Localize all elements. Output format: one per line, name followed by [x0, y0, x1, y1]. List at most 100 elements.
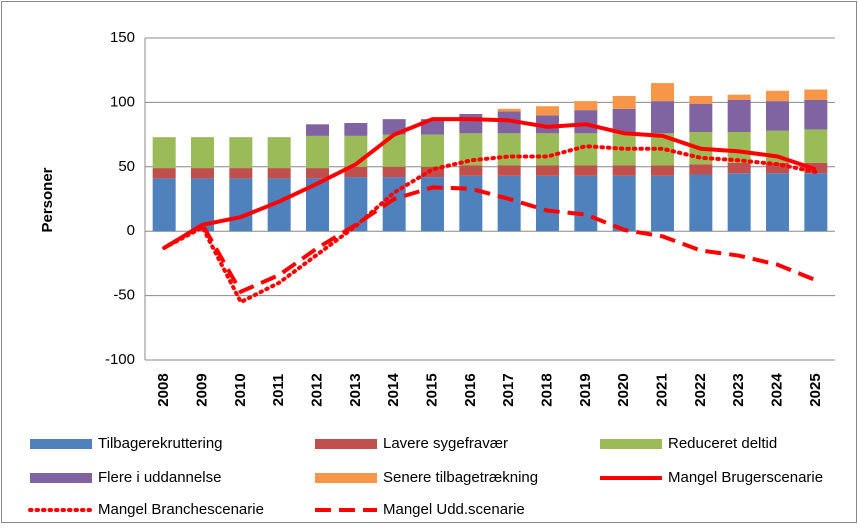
- bar: [536, 133, 559, 166]
- bar: [804, 129, 828, 163]
- legend-swatch: [30, 473, 92, 483]
- bar: [267, 137, 291, 169]
- bar: [612, 108, 636, 134]
- y-tick-label: -100: [105, 351, 135, 368]
- x-tick-label: 2022: [692, 373, 709, 406]
- bar: [651, 165, 674, 176]
- bar: [804, 99, 828, 130]
- legend-label: Flere i uddannelse: [98, 469, 221, 486]
- bar: [689, 174, 713, 232]
- bar: [191, 168, 214, 179]
- legend-swatch: [315, 439, 377, 449]
- bar: [574, 101, 598, 111]
- bar: [306, 168, 329, 179]
- x-tick-label: 2011: [270, 374, 287, 407]
- bar: [727, 94, 751, 100]
- bar: [536, 106, 559, 116]
- bar: [229, 168, 253, 179]
- legend-label: Senere tilbagetrækning: [383, 469, 538, 486]
- bar: [421, 134, 444, 167]
- bar: [651, 175, 674, 232]
- bar: [766, 162, 789, 174]
- bar: [612, 95, 636, 109]
- bar: [267, 168, 291, 179]
- line: [163, 117, 817, 250]
- bar: [727, 132, 751, 163]
- x-tick-label: 2012: [308, 373, 325, 406]
- bar: [267, 178, 291, 232]
- legend-label: Lavere sygefravær: [383, 435, 508, 452]
- bar: [727, 162, 751, 174]
- bar: [306, 178, 329, 232]
- bar: [229, 178, 253, 232]
- bar: [536, 165, 559, 176]
- legend-swatch: [30, 439, 92, 449]
- bar: [382, 177, 406, 232]
- legend-label: Mangel Brugerscenarie: [668, 469, 823, 486]
- bar: [574, 133, 598, 166]
- bar: [344, 166, 368, 178]
- x-tick-label: 2010: [232, 373, 249, 406]
- bar: [804, 173, 828, 232]
- bar: [612, 175, 636, 232]
- bar: [344, 177, 368, 232]
- bar: [421, 166, 444, 178]
- bar: [191, 178, 214, 232]
- x-tick-label: 2008: [155, 373, 172, 406]
- bar: [497, 175, 521, 232]
- bar: [191, 137, 214, 169]
- bar: [727, 173, 751, 232]
- y-tick-label: 150: [110, 29, 135, 46]
- bar: [766, 173, 789, 232]
- x-tick-label: 2021: [653, 373, 670, 406]
- bar: [574, 165, 598, 176]
- bar: [152, 137, 176, 169]
- bar: [306, 135, 329, 169]
- bar: [612, 165, 636, 176]
- bar: [766, 101, 789, 131]
- x-tick-label: 2025: [807, 373, 824, 406]
- bar: [727, 99, 751, 133]
- x-tick-label: 2017: [500, 373, 517, 406]
- x-tick-label: 2015: [423, 373, 440, 406]
- line: [162, 144, 818, 305]
- bar: [497, 165, 521, 176]
- x-tick-label: 2018: [538, 373, 555, 406]
- bar: [497, 108, 521, 112]
- bar: [689, 103, 713, 133]
- x-tick-label: 2014: [385, 373, 402, 407]
- x-tick-label: 2020: [615, 373, 632, 406]
- x-tick-label: 2009: [193, 373, 210, 406]
- bar: [574, 110, 598, 134]
- bar: [459, 165, 483, 176]
- bar: [459, 113, 483, 134]
- bar: [497, 133, 521, 166]
- bar: [766, 90, 789, 102]
- x-tick-label: 2024: [768, 373, 785, 407]
- bar: [229, 137, 253, 169]
- x-tick-label: 2019: [577, 373, 594, 406]
- bar: [536, 175, 559, 232]
- bar: [152, 178, 176, 232]
- bar: [382, 134, 406, 167]
- bar: [651, 83, 674, 102]
- bar: [689, 164, 713, 175]
- y-tick-label: 100: [110, 93, 135, 110]
- legend-swatch: [600, 439, 662, 449]
- bar: [421, 177, 444, 232]
- bar: [152, 168, 176, 179]
- y-tick-label: 50: [118, 158, 135, 175]
- y-tick-label: -50: [113, 287, 135, 304]
- bar: [306, 124, 329, 136]
- x-tick-label: 2013: [347, 373, 364, 406]
- y-axis-label: Personer: [39, 167, 56, 232]
- line: [163, 185, 817, 295]
- bar: [536, 115, 559, 134]
- bar: [382, 166, 406, 178]
- bar: [459, 133, 483, 166]
- x-tick-label: 2023: [730, 373, 747, 406]
- bar: [651, 101, 674, 134]
